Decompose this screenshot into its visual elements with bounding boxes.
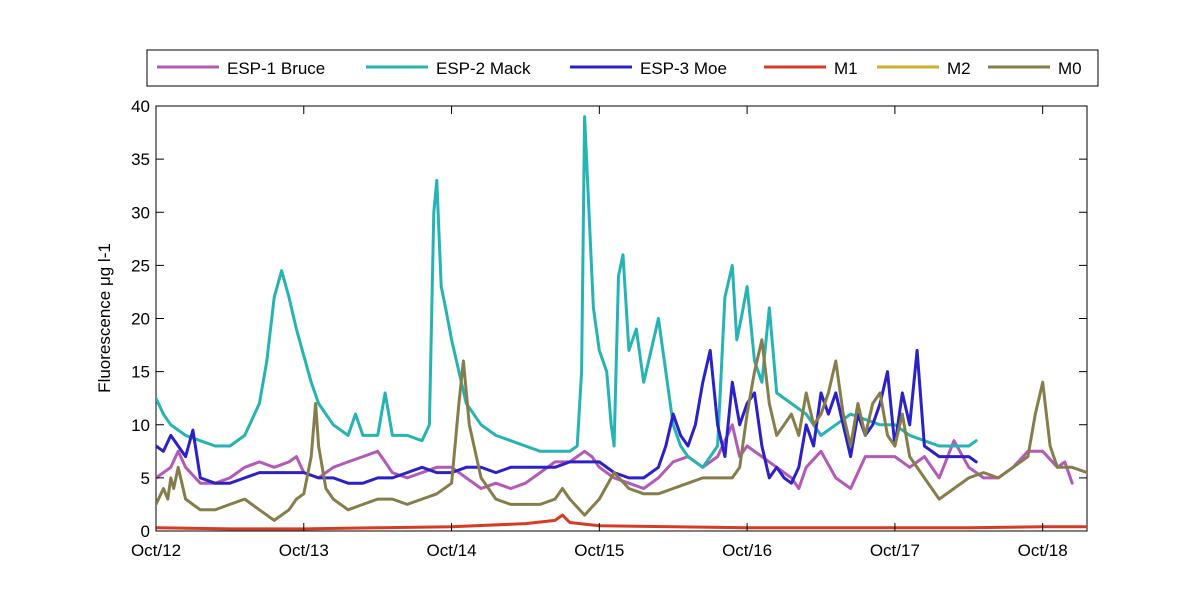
y-tick-label: 35 xyxy=(131,150,150,169)
y-axis-label: Fluorescence μg l-1 xyxy=(95,243,114,393)
x-tick-label: Oct/16 xyxy=(722,541,772,560)
x-tick-label: Oct/15 xyxy=(574,541,624,560)
x-tick-label: Oct/13 xyxy=(279,541,329,560)
series-line-m1 xyxy=(156,513,1087,531)
series-layer xyxy=(156,115,1087,531)
y-tick-label: 30 xyxy=(131,203,150,222)
y-tick-label: 10 xyxy=(131,416,150,435)
legend-label: ESP-2 Mack xyxy=(436,59,531,78)
y-tick-label: 40 xyxy=(131,97,150,116)
legend-label: ESP-1 Bruce xyxy=(227,59,325,78)
series-line-m0 xyxy=(156,338,1087,522)
plot-area xyxy=(155,105,1088,532)
y-tick-label: 5 xyxy=(141,469,150,488)
x-tick-label: Oct/18 xyxy=(1018,541,1068,560)
x-tick-label: Oct/14 xyxy=(427,541,477,560)
legend-label: M1 xyxy=(834,59,858,78)
x-tick-label: Oct/12 xyxy=(131,541,181,560)
legend: ESP-1 Bruce ESP-2 Mack ESP-3 Moe M1 M2 M0 xyxy=(146,49,1099,87)
y-tick-label: 15 xyxy=(131,363,150,382)
ticks-layer: 0 5 10 15 20 25 30 35 40 Oct/12 Oct/13 Oct/14 Oct/15… xyxy=(131,97,1087,560)
y-tick-label: 0 xyxy=(141,522,150,541)
x-tick-label: Oct/17 xyxy=(870,541,920,560)
legend-label: M0 xyxy=(1058,59,1082,78)
y-tick-label: 25 xyxy=(131,256,150,275)
legend-label: ESP-3 Moe xyxy=(640,59,727,78)
y-tick-label: 20 xyxy=(131,310,150,329)
series-line-esp-2-mack xyxy=(156,115,978,469)
series-line-esp-3-moe xyxy=(156,348,978,485)
legend-label: M2 xyxy=(947,59,971,78)
